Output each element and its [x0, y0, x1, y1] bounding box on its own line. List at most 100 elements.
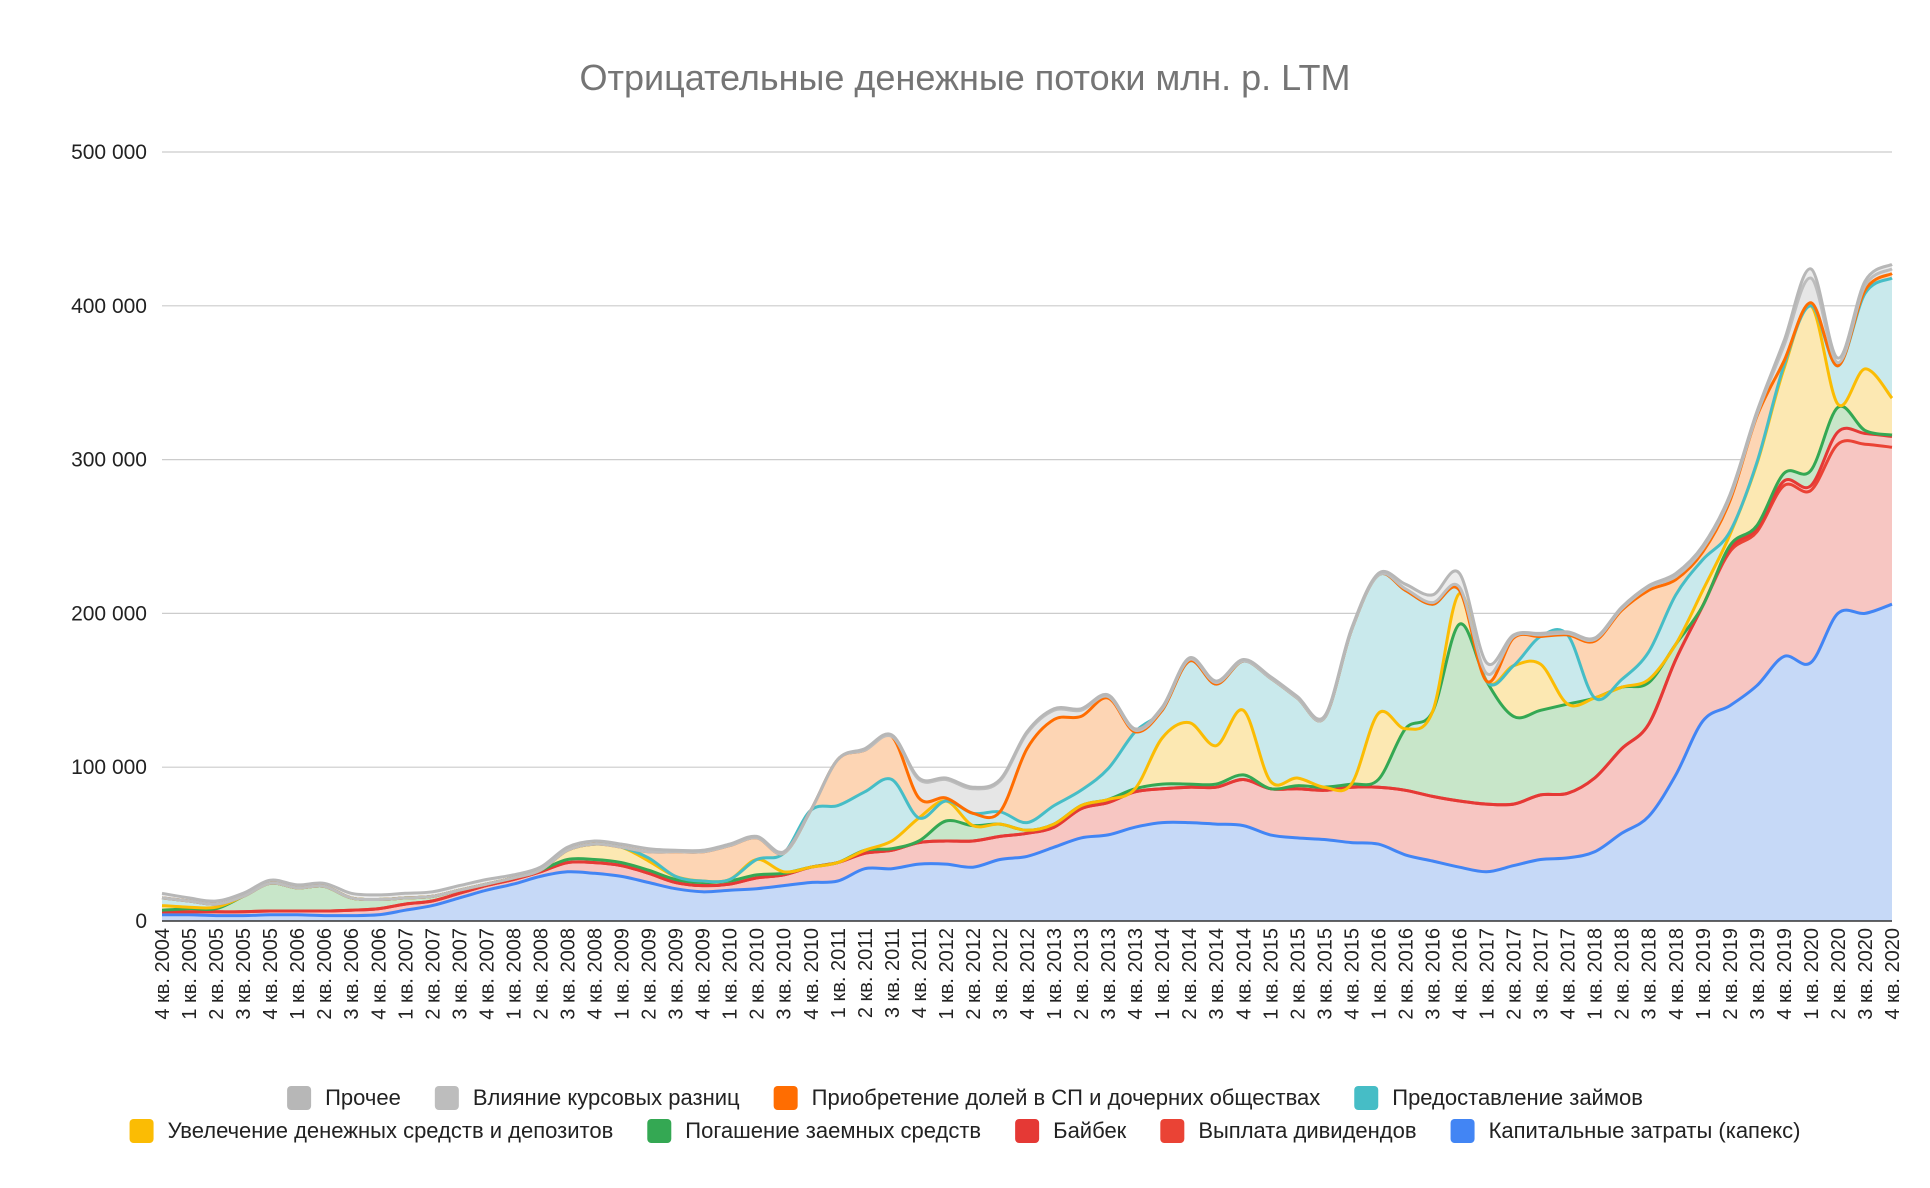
x-tick-label: 2 кв. 2005: [206, 928, 228, 1020]
area-погашение-заемных-средств: [162, 406, 1892, 912]
legend-label: Увелечение денежных средств и депозитов: [168, 1118, 614, 1143]
x-tick-label: 3 кв. 2012: [990, 928, 1012, 1020]
x-tick-label: 4 кв. 2017: [1558, 928, 1580, 1020]
line-капитальные-затраты-капекс: [161, 602, 1893, 918]
x-tick-label: 2 кв. 2014: [1179, 928, 1201, 1020]
line-байбек: [161, 426, 1893, 914]
x-tick-label: 4 кв. 2018: [1666, 928, 1688, 1020]
x-tick-label: 1 кв. 2019: [1693, 928, 1715, 1020]
x-tick-label: 1 кв. 2013: [1044, 928, 1066, 1020]
y-tick-label: 400 000: [71, 295, 147, 318]
x-tick-label: 3 кв. 2019: [1747, 928, 1769, 1020]
legend-swatch: [773, 1086, 798, 1110]
legend-swatch: [287, 1086, 312, 1110]
x-tick-label: 4 кв. 2012: [1017, 928, 1039, 1020]
x-tick-label: 2 кв. 2009: [639, 928, 661, 1020]
x-tick-label: 2 кв. 2013: [1071, 928, 1093, 1020]
x-tick-label: 4 кв. 2011: [909, 928, 931, 1018]
x-tick-label: 4 кв. 2009: [693, 928, 715, 1020]
x-tick-label: 1 кв. 2020: [1801, 928, 1823, 1020]
legend-label: Предоставление займов: [1392, 1085, 1643, 1110]
x-tick-label: 1 кв. 2005: [179, 928, 201, 1020]
x-axis-labels: 4 кв. 2004 1 кв. 2005 2 кв. 2005 3 кв. 2005…: [152, 928, 1904, 1020]
x-tick-label: 1 кв. 2006: [287, 928, 309, 1020]
x-tick-label: 4 кв. 2005: [260, 928, 282, 1020]
x-tick-label: 3 кв. 2020: [1855, 928, 1877, 1020]
x-tick-label: 4 кв. 2020: [1882, 928, 1904, 1020]
x-tick-label: 4 кв. 2016: [1450, 928, 1472, 1020]
x-tick-label: 4 кв. 2006: [368, 928, 390, 1020]
x-tick-label: 3 кв. 2006: [341, 928, 363, 1020]
x-tick-label: 3 кв. 2013: [1098, 928, 1120, 1020]
x-tick-label: 2 кв. 2019: [1720, 928, 1742, 1020]
x-tick-label: 3 кв. 2010: [774, 928, 796, 1020]
legend-label: Влияние курсовых разниц: [473, 1085, 740, 1110]
x-tick-label: 4 кв. 2004: [152, 928, 174, 1020]
y-tick-label: 100 000: [71, 756, 147, 779]
x-tick-label: 1 кв. 2010: [720, 928, 742, 1020]
x-tick-label: 2 кв. 2008: [530, 928, 552, 1020]
legend-label: Приобретение долей в СП и дочерних общес…: [812, 1085, 1321, 1110]
legend: Прочее Влияние курсовых разниц Приобретени…: [129, 1085, 1801, 1143]
x-tick-label: 3 кв. 2007: [449, 928, 471, 1020]
x-tick-label: 4 кв. 2010: [801, 928, 823, 1020]
x-tick-label: 2 кв. 2017: [1504, 928, 1526, 1020]
x-tick-label: 2 кв. 2012: [963, 928, 985, 1020]
y-axis-labels: 0 100 000 200 000 300 000 400 000 500 000: [71, 141, 147, 933]
x-tick-label: 1 кв. 2011: [828, 928, 850, 1018]
x-tick-label: 1 кв. 2008: [503, 928, 525, 1020]
x-tick-label: 2 кв. 2015: [1287, 928, 1309, 1020]
x-tick-label: 3 кв. 2005: [233, 928, 255, 1020]
x-tick-label: 4 кв. 2008: [585, 928, 607, 1020]
x-tick-label: 1 кв. 2015: [1260, 928, 1282, 1020]
x-tick-label: 2 кв. 2006: [314, 928, 336, 1020]
x-tick-label: 3 кв. 2016: [1423, 928, 1445, 1020]
x-tick-label: 2 кв. 2010: [747, 928, 769, 1020]
legend-swatch: [1354, 1086, 1379, 1110]
x-tick-label: 1 кв. 2007: [395, 928, 417, 1020]
legend-label: Погашение заемных средств: [685, 1118, 981, 1143]
x-tick-label: 1 кв. 2017: [1477, 928, 1499, 1020]
y-tick-label: 500 000: [71, 141, 147, 164]
legend-swatch: [1450, 1119, 1475, 1143]
legend-swatch: [647, 1119, 672, 1143]
x-tick-label: 3 кв. 2015: [1314, 928, 1336, 1020]
x-tick-label: 4 кв. 2014: [1233, 928, 1255, 1020]
legend-label: Прочее: [325, 1085, 401, 1110]
x-tick-label: 4 кв. 2019: [1774, 928, 1796, 1020]
y-tick-label: 200 000: [71, 602, 147, 625]
x-tick-label: 2 кв. 2011: [855, 928, 877, 1018]
x-tick-label: 3 кв. 2009: [666, 928, 688, 1020]
line-прочее: [161, 262, 1893, 903]
x-tick-label: 4 кв. 2013: [1125, 928, 1147, 1020]
chart-title: Отрицательные денежные потоки млн. р. LT…: [580, 57, 1351, 98]
y-tick-label: 300 000: [71, 449, 147, 472]
x-tick-label: 4 кв. 2015: [1341, 928, 1363, 1020]
x-tick-label: 2 кв. 2020: [1828, 928, 1850, 1020]
x-tick-label: 2 кв. 2016: [1395, 928, 1417, 1020]
x-tick-label: 1 кв. 2012: [936, 928, 958, 1020]
legend-swatch: [1015, 1119, 1040, 1143]
area-приобретение-долей-в-сп-и-дочерних-обществах: [162, 273, 1892, 905]
x-tick-label: 3 кв. 2017: [1531, 928, 1553, 1020]
series-lines: [161, 262, 1894, 918]
legend-label: Байбек: [1053, 1118, 1127, 1143]
x-tick-label: 1 кв. 2014: [1152, 928, 1174, 1020]
x-tick-label: 4 кв. 2007: [476, 928, 498, 1020]
x-tick-label: 3 кв. 2008: [558, 928, 580, 1020]
legend-swatch: [1160, 1119, 1185, 1143]
x-tick-label: 1 кв. 2016: [1368, 928, 1390, 1020]
legend-label: Выплата дивидендов: [1198, 1118, 1416, 1143]
x-tick-label: 3 кв. 2011: [882, 928, 904, 1018]
x-tick-label: 3 кв. 2018: [1639, 928, 1661, 1020]
legend-label: Капитальные затраты (капекс): [1489, 1118, 1801, 1143]
x-tick-label: 2 кв. 2007: [422, 928, 444, 1020]
legend-swatch: [434, 1086, 459, 1110]
legend-swatch: [129, 1119, 154, 1143]
x-tick-label: 3 кв. 2014: [1206, 928, 1228, 1020]
x-tick-label: 1 кв. 2009: [612, 928, 634, 1020]
x-tick-label: 2 кв. 2018: [1612, 928, 1634, 1020]
x-tick-label: 1 кв. 2018: [1585, 928, 1607, 1020]
